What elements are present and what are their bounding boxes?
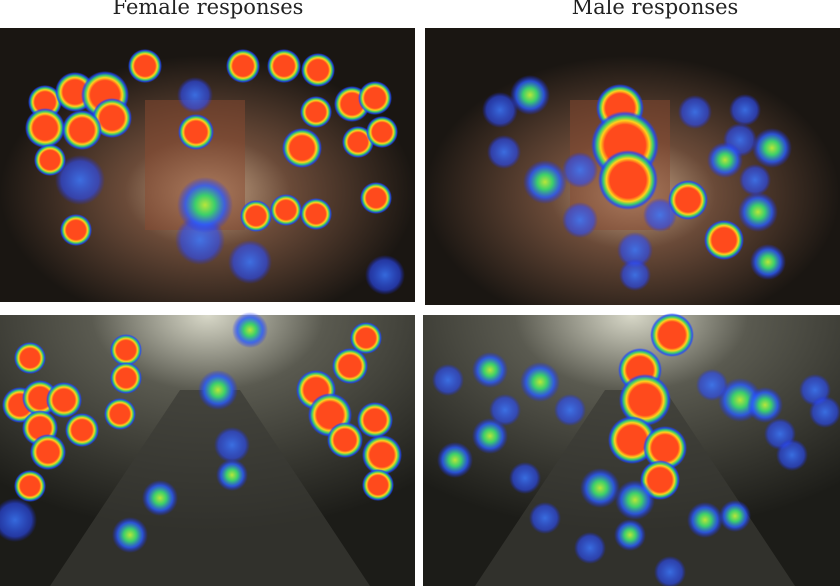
heat-spot — [300, 198, 332, 230]
heat-spot — [687, 502, 723, 538]
heat-spot — [65, 413, 99, 447]
heat-spot — [432, 364, 464, 396]
heat-spot — [554, 394, 586, 426]
panel-title: Female responses — [113, 0, 304, 19]
heat-spot — [142, 480, 178, 516]
heat-spot — [747, 387, 783, 423]
heat-spot — [110, 334, 142, 366]
heat-spot — [776, 439, 808, 471]
heat-spot — [178, 114, 214, 150]
heat-spot — [362, 435, 402, 475]
heat-spot — [562, 202, 598, 238]
heat-spot — [300, 96, 332, 128]
heat-spot — [177, 77, 213, 113]
heat-spot — [112, 517, 148, 553]
heat-spot — [738, 192, 778, 232]
heat-spot — [14, 342, 46, 374]
heat-spot — [270, 194, 302, 226]
heat-spot — [0, 498, 37, 542]
heat-spot — [128, 49, 162, 83]
heat-spot — [214, 427, 250, 463]
heat-spot — [342, 126, 374, 158]
heat-spot — [619, 374, 671, 426]
heat-spot — [580, 468, 620, 508]
heat-spot — [25, 108, 65, 148]
heat-spot — [739, 164, 771, 196]
heat-spot — [615, 480, 655, 520]
heat-spot — [509, 462, 541, 494]
heat-spot — [332, 348, 368, 384]
heat-spot — [437, 442, 473, 478]
heat-spot — [55, 155, 105, 205]
heat-spot — [668, 180, 708, 220]
heat-spot — [104, 398, 136, 430]
heat-spot — [327, 422, 363, 458]
heat-spot — [198, 370, 238, 410]
heat-spot — [177, 177, 233, 233]
heat-spot — [60, 214, 92, 246]
heat-spot — [46, 382, 82, 418]
heat-spot — [643, 198, 677, 232]
heat-spot — [362, 469, 394, 501]
heat-spot — [267, 49, 301, 83]
heat-spot — [650, 313, 694, 357]
heat-spot — [301, 53, 335, 87]
heat-spot — [719, 500, 751, 532]
heat-spot — [489, 394, 521, 426]
heat-spot — [809, 396, 840, 428]
heat-spot — [520, 362, 560, 402]
heat-spot — [14, 470, 46, 502]
heat-spot — [696, 369, 728, 401]
heat-spot — [707, 142, 743, 178]
heat-spot — [529, 502, 561, 534]
heat-spot — [357, 402, 393, 438]
panel-title: Male responses — [572, 0, 739, 19]
heat-spot — [228, 240, 272, 284]
heat-spot — [729, 94, 761, 126]
heat-spot — [752, 128, 792, 168]
heat-spot — [617, 232, 653, 268]
heat-spot — [110, 362, 142, 394]
heat-spot — [365, 255, 405, 295]
heat-spot — [598, 150, 658, 210]
heat-spot — [232, 312, 268, 348]
photo-panel — [423, 313, 840, 586]
heat-spot — [574, 532, 606, 564]
photo-panel — [0, 312, 415, 586]
heat-spot — [510, 75, 550, 115]
heat-spot — [350, 322, 382, 354]
heat-spot — [366, 116, 398, 148]
heat-spot — [216, 459, 248, 491]
heat-spot — [619, 259, 651, 291]
heat-spot — [523, 160, 567, 204]
heat-spot — [472, 352, 508, 388]
heat-spot — [562, 152, 598, 188]
heat-spot — [358, 81, 392, 115]
photo-panel — [0, 28, 415, 302]
heat-spot — [62, 110, 102, 150]
heat-spot — [282, 128, 322, 168]
photo-panel — [425, 28, 840, 305]
heat-spot — [30, 434, 66, 470]
heat-spot — [472, 418, 508, 454]
heat-spot — [482, 92, 518, 128]
heat-spot — [643, 426, 687, 470]
heat-spot — [92, 98, 132, 138]
heat-spot — [678, 95, 712, 129]
heat-spot — [750, 244, 786, 280]
heat-spot — [614, 519, 646, 551]
heat-spot — [704, 220, 744, 260]
heat-spot — [487, 135, 521, 169]
heat-spot — [34, 144, 66, 176]
heat-spot — [226, 49, 260, 83]
heat-spot — [654, 556, 686, 586]
heat-spot — [240, 200, 272, 232]
heat-spot — [360, 182, 392, 214]
